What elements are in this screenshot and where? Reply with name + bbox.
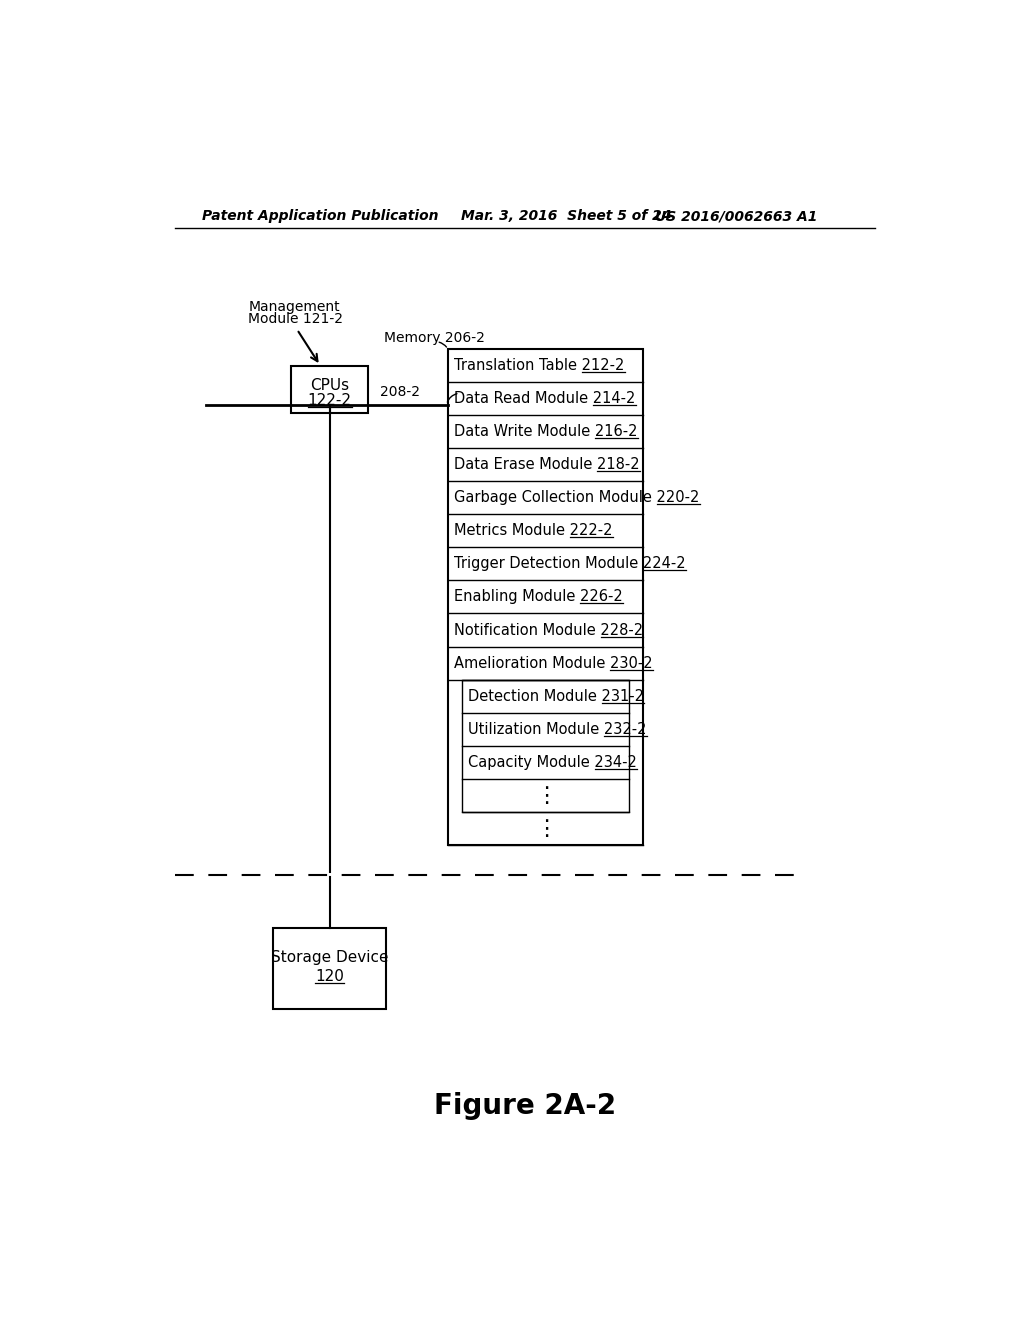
Text: Enabling Module 226-2: Enabling Module 226-2 — [455, 590, 623, 605]
Text: Memory 206-2: Memory 206-2 — [384, 331, 484, 345]
Bar — [449, 348, 643, 845]
Text: US 2016/0062663 A1: US 2016/0062663 A1 — [655, 209, 817, 223]
Text: Translation Table 212-2: Translation Table 212-2 — [455, 358, 625, 372]
Text: 122-2: 122-2 — [307, 393, 351, 408]
Text: Mar. 3, 2016  Sheet 5 of 24: Mar. 3, 2016 Sheet 5 of 24 — [461, 209, 672, 223]
Text: Data Read Module 214-2: Data Read Module 214-2 — [455, 391, 636, 405]
Text: Metrics Module 222-2: Metrics Module 222-2 — [455, 523, 612, 539]
Text: Data Write Module 216-2: Data Write Module 216-2 — [455, 424, 638, 438]
Text: Capacity Module 234-2: Capacity Module 234-2 — [468, 755, 637, 770]
Text: Patent Application Publication: Patent Application Publication — [202, 209, 438, 223]
Text: Data Erase Module 218-2: Data Erase Module 218-2 — [455, 457, 640, 473]
Text: Amelioration Module 230-2: Amelioration Module 230-2 — [455, 656, 653, 671]
Text: CPUs: CPUs — [310, 378, 349, 393]
Text: ⋮: ⋮ — [535, 785, 557, 805]
Text: Trigger Detection Module 224-2: Trigger Detection Module 224-2 — [455, 556, 686, 572]
Text: Module 121-2: Module 121-2 — [248, 312, 343, 326]
Text: Garbage Collection Module 220-2: Garbage Collection Module 220-2 — [455, 490, 699, 506]
Text: Storage Device: Storage Device — [270, 950, 388, 965]
Text: Figure 2A-2: Figure 2A-2 — [434, 1092, 615, 1119]
Text: 208-2: 208-2 — [380, 385, 420, 400]
Bar — [291, 366, 369, 412]
Bar — [273, 928, 386, 1010]
Text: ⋮: ⋮ — [535, 818, 557, 838]
Text: Management: Management — [248, 300, 340, 314]
Text: Detection Module 231-2: Detection Module 231-2 — [468, 689, 644, 704]
Text: 120: 120 — [315, 969, 344, 983]
Bar — [462, 680, 630, 812]
Text: Notification Module 228-2: Notification Module 228-2 — [455, 623, 643, 638]
Text: Utilization Module 232-2: Utilization Module 232-2 — [468, 722, 647, 737]
